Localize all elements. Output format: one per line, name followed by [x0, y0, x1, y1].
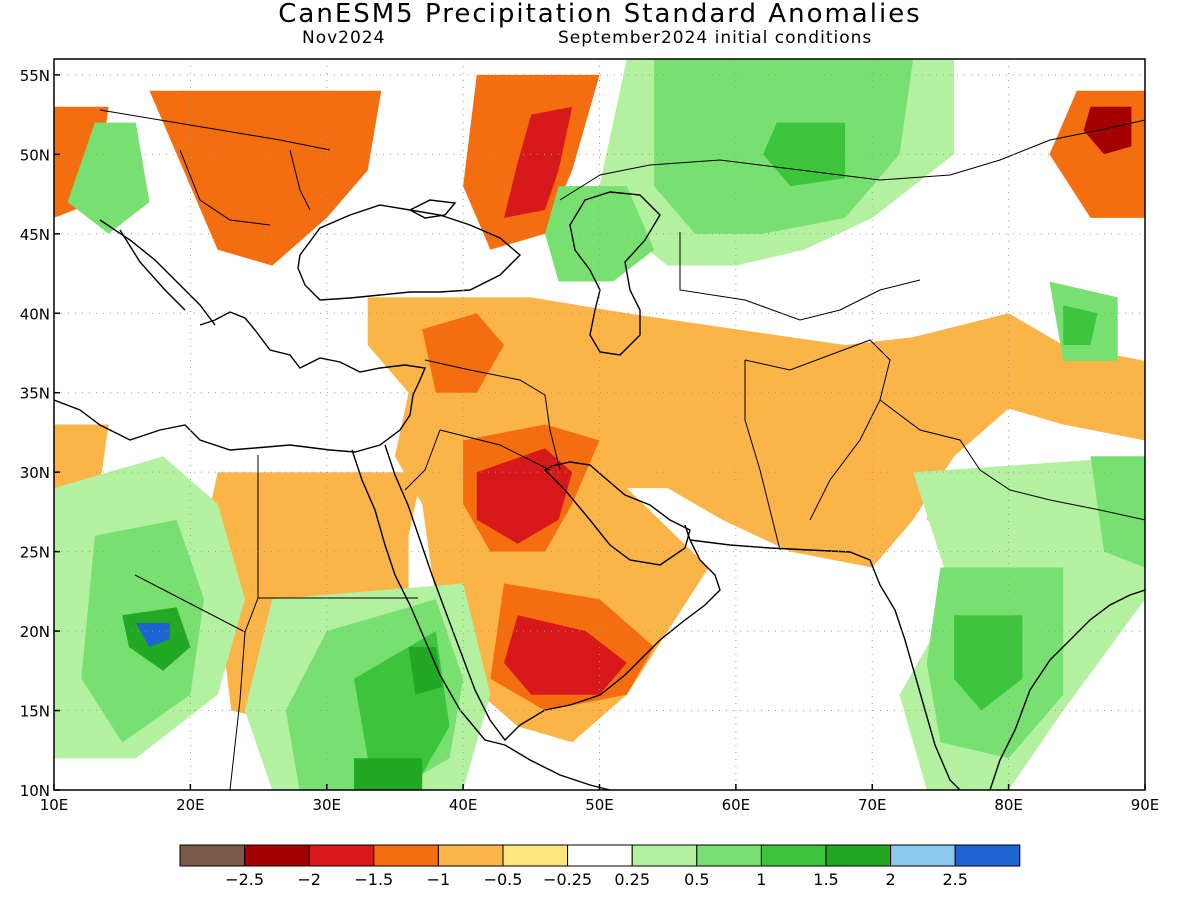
mediterranean-coastline	[54, 311, 426, 453]
colorbar: −2.5 −2 −1.5 −1 −0.5 −0.25 0.25 0.5 1 1.5 2 2.5	[179, 844, 1021, 889]
afghanistan-pakistan-border	[744, 339, 891, 521]
map-title: CanESM5 Precipitation Standard Anomalies	[278, 0, 922, 29]
x-tick-label: 30E	[312, 796, 341, 814]
anomaly-region	[763, 122, 845, 187]
coastline-layer	[54, 191, 1145, 790]
anomaly-region	[545, 186, 655, 282]
anomaly-region	[354, 758, 423, 790]
x-tick-label: 40E	[449, 796, 478, 814]
y-tick-label: 55N	[20, 67, 50, 85]
colorbar-swatch	[502, 844, 569, 867]
colorbar-label: −1.5	[354, 870, 393, 889]
anomaly-region	[135, 623, 170, 647]
y-tick-label: 50N	[20, 146, 50, 164]
x-tick-label: 60E	[722, 796, 751, 814]
colorbar-swatch	[954, 844, 1021, 867]
colorbar-swatch	[244, 844, 310, 867]
azov-coastline	[408, 199, 457, 219]
colorbar-swatch	[437, 844, 504, 867]
anomaly-region	[504, 106, 573, 218]
anomaly-region	[954, 615, 1023, 711]
saudi-border	[404, 429, 551, 491]
colorbar-label: 1	[756, 870, 766, 889]
y-tick-label: 10N	[20, 782, 50, 800]
anomaly-region	[476, 448, 573, 544]
colorbar-swatch	[631, 844, 698, 867]
valid-month-label: Nov2024	[302, 28, 386, 48]
initial-conditions-label: September2024 initial conditions	[558, 28, 873, 48]
anomaly-region	[408, 647, 443, 695]
colorbar-swatch	[760, 844, 827, 867]
colorbar-swatch	[890, 844, 956, 867]
anomaly-region	[1090, 456, 1145, 568]
y-tick-label: 35N	[20, 385, 50, 403]
colorbar-label: −2	[297, 870, 321, 889]
adriatic-coastline	[99, 219, 216, 326]
colorbar-swatch	[179, 844, 246, 867]
europe-borders	[99, 109, 331, 226]
border-layer	[99, 109, 1145, 790]
colorbar-swatch	[825, 844, 892, 867]
grid-layer	[54, 59, 1145, 790]
colorbar-label: 0.5	[684, 870, 709, 889]
x-tick-label: 90E	[1131, 796, 1160, 814]
x-tick-label: 80E	[994, 796, 1023, 814]
central-asia-border	[679, 232, 921, 321]
iran-afghanistan-border	[744, 360, 781, 551]
gulf-of-aden-coastline	[504, 744, 611, 790]
colorbar-label: 1.5	[813, 870, 838, 889]
sudan-border	[229, 631, 246, 790]
colorbar-label: 0.25	[614, 870, 650, 889]
y-tick-label: 15N	[20, 703, 50, 721]
colorbar-label: −0.5	[484, 870, 523, 889]
colorbar-swatch	[567, 844, 633, 867]
colorbar-swatch	[696, 844, 762, 867]
x-tick-label: 50E	[585, 796, 614, 814]
anomaly-region	[67, 122, 150, 234]
red-sea-east-coastline	[384, 444, 721, 742]
black-sea-coastline	[297, 204, 522, 301]
anomaly-region	[149, 90, 382, 266]
anomaly-region	[1083, 106, 1132, 155]
y-tick-label: 45N	[20, 226, 50, 244]
y-tick-label: 30N	[20, 464, 50, 482]
iraq-border	[424, 359, 561, 471]
y-tick-label: 25N	[20, 544, 50, 562]
colorbar-label: 2.5	[942, 870, 967, 889]
axis-ticks: 10E 20E 30E 40E 50E 60E 70E 80E 90E 10N 15N 20N 25N 3…	[20, 67, 1160, 814]
anomaly-region	[1063, 305, 1098, 345]
anomaly-region	[504, 615, 627, 695]
colorbar-swatch	[308, 844, 375, 867]
bay-of-bengal-coastline	[989, 589, 1145, 790]
anomaly-fill-layer	[54, 59, 1145, 790]
colorbar-label: −0.25	[543, 870, 592, 889]
y-tick-label: 20N	[20, 623, 50, 641]
india-pakistan-border	[879, 399, 1145, 521]
red-sea-west-coastline	[351, 449, 506, 746]
arabian-sea-north-coastline	[689, 539, 961, 790]
x-tick-label: 10E	[40, 796, 69, 814]
x-tick-label: 20E	[176, 796, 205, 814]
colorbar-label: −1	[427, 870, 451, 889]
kazakhstan-border	[559, 119, 1145, 201]
caspian-coastline	[569, 191, 661, 356]
colorbar-label: 2	[886, 870, 896, 889]
y-tick-label: 40N	[20, 305, 50, 323]
x-tick-label: 70E	[858, 796, 887, 814]
colorbar-swatch	[373, 844, 439, 867]
colorbar-label: −2.5	[225, 870, 264, 889]
persian-gulf-coastline	[543, 461, 691, 566]
